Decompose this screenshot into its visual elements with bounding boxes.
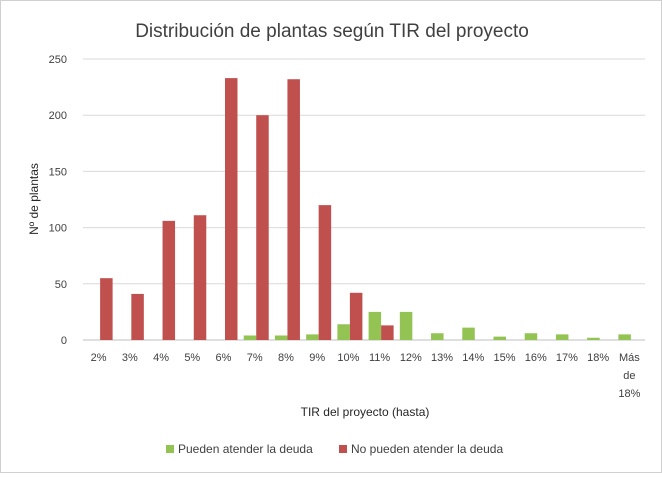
x-tick-labels: 2% 3% 4% 5% 6% 7% 8% 9% 10% 11% 12% 13% 14% 15% 16% 17%… [91, 352, 641, 400]
x-tick-label: Más [619, 352, 640, 364]
x-tick-label: 17% [556, 352, 578, 364]
x-tick-label: 7% [247, 352, 263, 364]
bar-no-pueden-9 [381, 325, 394, 340]
x-tick-label: 16% [525, 352, 547, 364]
x-tick-label: 18% [587, 352, 609, 364]
bar-pueden-13 [493, 336, 506, 340]
x-tick-label: 12% [400, 352, 422, 364]
y-tick-label: 250 [49, 54, 67, 66]
x-tick-label: 14% [462, 352, 484, 364]
x-tick-label: 13% [431, 352, 453, 364]
bar-no-pueden-1 [131, 293, 144, 340]
bar-no-pueden-6 [287, 79, 300, 341]
x-tick-label: 2% [91, 352, 107, 364]
y-axis-label: Nº de plantas [27, 163, 41, 235]
y-tick-label: 100 [49, 223, 67, 235]
x-tick-label: 10% [337, 352, 359, 364]
x-axis-label: TIR del proyecto (hasta) [301, 405, 430, 419]
legend-label: Pueden atender la deuda [178, 442, 313, 456]
x-tick-label: 4% [153, 352, 169, 364]
bar-no-pueden-4 [225, 78, 238, 340]
bar-no-pueden-7 [318, 205, 332, 340]
bar-pueden-11 [431, 333, 444, 340]
x-tick-label: 5% [184, 352, 200, 364]
x-tick-label: de [623, 370, 635, 382]
legend: Pueden atender la deuda No pueden atender… [166, 442, 503, 456]
x-tick-label: 3% [122, 352, 138, 364]
bar-pueden-5 [243, 335, 257, 340]
x-tick-label: 9% [309, 352, 325, 364]
bar-pueden-16 [587, 337, 600, 340]
bar-pueden-6 [274, 335, 288, 340]
bar-no-pueden-5 [256, 115, 269, 340]
bar-no-pueden-2 [162, 220, 176, 340]
bar-no-pueden-3 [193, 215, 207, 340]
y-tick-label: 0 [61, 335, 67, 347]
y-tick-label: 200 [49, 110, 67, 122]
bar-pueden-10 [399, 311, 413, 340]
x-tick-label: 15% [493, 352, 515, 364]
legend-label: No pueden atender la deuda [351, 442, 503, 456]
bar-pueden-14 [524, 333, 538, 340]
legend-swatch-pueden [166, 445, 174, 453]
bar-pueden-12 [462, 327, 475, 340]
legend-swatch-no-pueden [339, 445, 347, 453]
bars [100, 78, 631, 341]
gridlines [83, 58, 645, 341]
x-tick-label: 6% [216, 352, 232, 364]
bar-pueden-7 [306, 334, 319, 340]
y-tick-label: 50 [55, 279, 67, 291]
y-tick-labels: 0 50 100 150 200 250 [49, 54, 67, 347]
bar-no-pueden-0 [100, 278, 113, 340]
chart-title: Distribución de plantas según TIR del pr… [135, 21, 529, 42]
x-tick-label: 11% [369, 352, 390, 364]
bar-pueden-15 [555, 334, 569, 340]
y-tick-label: 150 [49, 166, 67, 178]
x-tick-label: 8% [278, 352, 294, 364]
bar-pueden-8 [337, 324, 350, 340]
x-tick-label: 18% [618, 388, 640, 400]
bar-pueden-9 [368, 311, 382, 340]
bar-pueden-17 [618, 334, 631, 340]
bar-no-pueden-8 [349, 292, 363, 340]
